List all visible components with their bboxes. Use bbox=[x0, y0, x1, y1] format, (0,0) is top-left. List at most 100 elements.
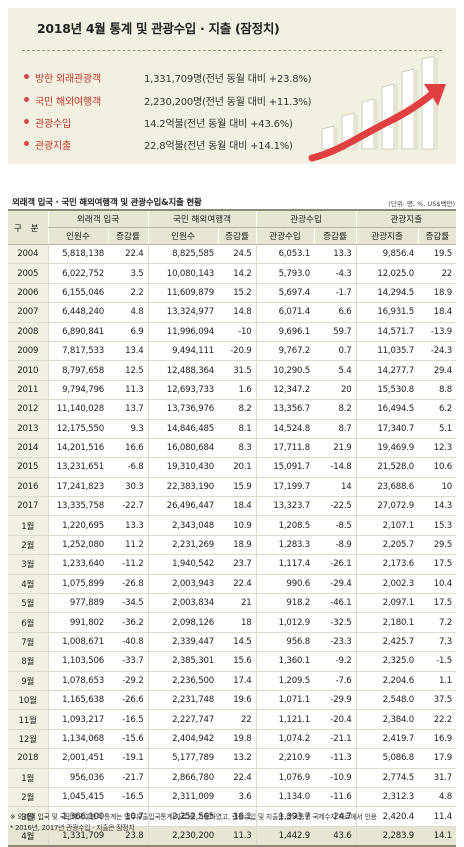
row-label: 2008 bbox=[8, 322, 48, 342]
table-cell: 13,335,758 bbox=[47, 496, 108, 517]
table-cell: 977,889 bbox=[47, 593, 108, 614]
table-cell: 1,117.4 bbox=[255, 554, 315, 575]
row-label: 10월 bbox=[8, 690, 48, 711]
bullet-icon bbox=[24, 141, 29, 146]
table-cell: 19,310,430 bbox=[147, 457, 219, 478]
table-cell: 12.5 bbox=[108, 360, 149, 381]
table-cell: 990.6 bbox=[255, 574, 315, 595]
table-cell: 2,002.3 bbox=[355, 574, 419, 595]
table-cell: 918.2 bbox=[255, 593, 315, 614]
table-cell: 1,012.9 bbox=[255, 612, 315, 633]
table-cell: 19.6 bbox=[218, 690, 257, 711]
table-row: 2011 9,794,796 11.3 12,693,733 1.6 12,347.2 20… bbox=[8, 380, 457, 401]
summary-box: 2018년 4월 통계 및 관광수입 · 지출 (잠정치) 방한 외래관광객 1… bbox=[8, 8, 456, 164]
table-cell: 8,797,658 bbox=[47, 360, 108, 381]
table-cell: 16,931.5 bbox=[355, 302, 419, 323]
table-cell: -13.9 bbox=[418, 322, 457, 342]
table-cell: 1,134,068 bbox=[47, 729, 108, 750]
table-cell: 12,175,550 bbox=[47, 419, 108, 439]
table-cell: 9.3 bbox=[108, 419, 149, 439]
table-cell: 14,277.7 bbox=[355, 360, 419, 381]
table-row: 4월 1,075,899 -26.8 2,003,943 22.4 990.6 -29.4 2… bbox=[8, 574, 457, 595]
table-cell: 2,173.6 bbox=[355, 554, 419, 575]
table-cell: 20 bbox=[314, 380, 357, 401]
table-cell: 17.9 bbox=[418, 748, 457, 769]
table-cell: 9,856.4 bbox=[355, 244, 419, 265]
table-row: 2월 1,252,080 11.2 2,231,269 18.9 1,283.3 -8.9 2… bbox=[8, 535, 457, 556]
row-label: 2015 bbox=[8, 457, 48, 478]
table-cell: 4.8 bbox=[418, 787, 457, 808]
table-cell: 6.2 bbox=[418, 399, 457, 420]
table-cell: 22,383,190 bbox=[147, 477, 219, 498]
table-cell: -29.4 bbox=[314, 574, 357, 595]
table-cell: 1,283.3 bbox=[255, 535, 315, 556]
table-cell: 18.4 bbox=[418, 302, 457, 323]
table-cell: 10.4 bbox=[418, 574, 457, 595]
table-cell: 16.6 bbox=[108, 438, 149, 459]
column-header: 증감률 bbox=[217, 227, 257, 245]
table-cell: -46.1 bbox=[314, 593, 357, 614]
table-cell: 17,199.7 bbox=[255, 477, 315, 498]
table-row: 2014 14,201,516 16.6 16,080,684 8.3 17,711.8 2… bbox=[8, 438, 457, 459]
table-row: 5월 977,889 -34.5 2,003,834 21 918.2 -46.1 2,097… bbox=[8, 593, 457, 614]
table-cell: 2,180.1 bbox=[355, 612, 419, 633]
table-cell: 14,294.5 bbox=[355, 283, 419, 304]
table-cell: 21 bbox=[218, 593, 257, 614]
table-cell: 18.9 bbox=[418, 283, 457, 304]
table-cell: 13,231,651 bbox=[47, 457, 108, 478]
row-label: 6월 bbox=[8, 612, 48, 633]
stats-table: 구 분 외래객 입국 국민 해외여행객 관광수입 관광지출 인원수 증감률 인원… bbox=[8, 209, 457, 847]
table-cell: 8.2 bbox=[218, 399, 257, 420]
bullet-icon bbox=[24, 119, 29, 124]
table-cell: 3.5 bbox=[108, 263, 149, 284]
table-cell: 2,252,565 bbox=[147, 806, 219, 827]
table-cell: 15,530.8 bbox=[355, 380, 419, 401]
table-cell: 18.9 bbox=[218, 535, 257, 556]
table-cell: 7.3 bbox=[418, 632, 457, 653]
table-unit: (단위: 명, %, US$백만) bbox=[388, 200, 455, 208]
column-header: 관광지출 bbox=[355, 227, 419, 245]
table-cell: 1,008,671 bbox=[47, 632, 108, 653]
table-cell: 6,053.1 bbox=[255, 244, 315, 265]
table-cell: -16.5 bbox=[108, 709, 149, 730]
table-cell: 19.8 bbox=[218, 729, 257, 750]
table-cell: -6.8 bbox=[108, 457, 149, 478]
table-cell: 10,290.5 bbox=[255, 360, 315, 381]
table-cell: 2,003,943 bbox=[147, 574, 219, 595]
table-cell: 14.1 bbox=[418, 826, 457, 847]
table-cell: -16.5 bbox=[108, 787, 149, 808]
table-cell: 6,071.4 bbox=[255, 302, 315, 323]
table-cell: 37.5 bbox=[418, 690, 457, 711]
table-row: 2015 13,231,651 -6.8 19,310,430 20.1 15,091.7… bbox=[8, 457, 457, 478]
row-header: 구 분 bbox=[8, 209, 48, 245]
row-label: 2005 bbox=[8, 263, 48, 284]
table-cell: -7.6 bbox=[314, 671, 357, 691]
table-cell: 1,076.9 bbox=[255, 768, 315, 788]
table-cell: -24.3 bbox=[418, 341, 457, 362]
row-label: 9월 bbox=[8, 671, 48, 691]
table-cell: -11.6 bbox=[314, 787, 357, 808]
table-cell: 11,035.7 bbox=[355, 341, 419, 362]
table-cell: 1,134.0 bbox=[255, 787, 315, 808]
table-cell: 9,767.2 bbox=[255, 341, 315, 362]
table-row: 2007 6,448,240 4.8 13,324,977 14.8 6,071.4 6.6… bbox=[8, 302, 457, 323]
table-cell: -26.1 bbox=[314, 554, 357, 575]
table-cell: 13,324,977 bbox=[147, 302, 219, 323]
table-cell: -14.8 bbox=[314, 457, 357, 478]
row-label: 2018 bbox=[8, 748, 48, 769]
column-header: 증감률 bbox=[313, 227, 357, 245]
table-cell: -26.8 bbox=[108, 574, 149, 595]
table-cell: 5,793.0 bbox=[255, 263, 315, 284]
row-label: 2011 bbox=[8, 380, 48, 401]
table-cell: 11.4 bbox=[418, 806, 457, 827]
table-cell: -20.4 bbox=[314, 709, 357, 730]
table-head: 구 분 외래객 입국 국민 해외여행객 관광수입 관광지출 인원수 증감률 인원… bbox=[8, 209, 457, 245]
table-cell: 30.3 bbox=[108, 477, 149, 498]
table-cell: 6.9 bbox=[108, 322, 149, 342]
table-cell: 1,208.5 bbox=[255, 515, 315, 536]
row-label: 2007 bbox=[8, 302, 48, 323]
table-cell: -36.2 bbox=[108, 612, 149, 633]
table-cell: 1,366,100 bbox=[47, 806, 108, 827]
table-cell: 2,001,451 bbox=[47, 748, 108, 769]
table-cell: 2.2 bbox=[108, 283, 149, 304]
